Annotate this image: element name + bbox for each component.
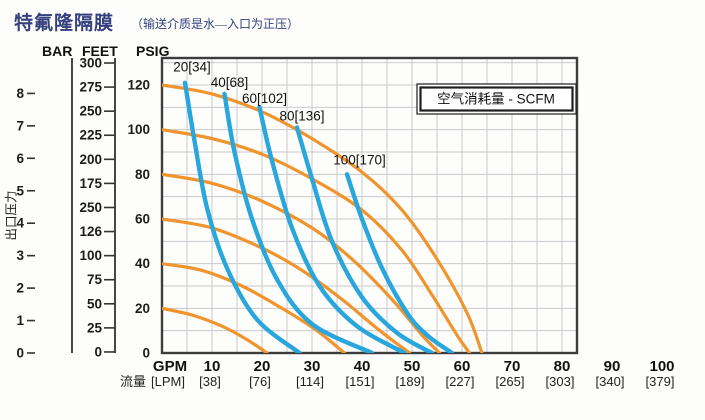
curve-air-100scfm (344, 172, 455, 353)
gpm-tick-label: 10 (204, 358, 221, 375)
feet-tick-label: 126 (79, 224, 102, 239)
feet-tick-label: 225 (79, 128, 102, 143)
gpm-tick-label: 90 (604, 358, 621, 375)
psig-tick-label: 20 (135, 301, 150, 316)
curve-pressure-40psig (162, 262, 347, 353)
bar-tick-label: 1 (16, 313, 24, 328)
gpm-tick-label: 80 (554, 358, 571, 375)
page-title: 特氟隆隔膜 (14, 13, 115, 34)
psig-axis: 120 100 80 60 40 20 0 (127, 78, 150, 361)
lpm-tick-label: [76] (249, 374, 271, 389)
lpm-tick-label: [114] (296, 374, 324, 389)
bar-tick-label: 2 (16, 281, 24, 296)
curve-air-20scfm (182, 80, 302, 353)
psig-tick-label: 60 (135, 212, 150, 227)
air-curve-labels: 20[34]40[68]60[102] 80[136] 100[170] (173, 60, 386, 168)
feet-tick-label: 250 (79, 104, 102, 119)
psig-tick-label: 40 (135, 256, 150, 271)
gpm-tick-label: GPM (153, 358, 187, 375)
bar-tick-label: 4 (16, 216, 24, 231)
lpm-tick-label: [265] (496, 374, 525, 389)
bar-tick-label: 0 (16, 346, 24, 361)
psig-tick-label: 120 (127, 78, 150, 93)
lpm-tick-label: [151] (346, 374, 375, 389)
x-axis: GPM 10 20 30 40 50 60 70 80 90 100 流量 [LPM] [38] [76] [… (120, 358, 675, 389)
y-axis-title: 出口压力 (4, 190, 19, 241)
feet-tick-label: 50 (87, 296, 102, 311)
feet-tick-label: 250 (79, 200, 102, 215)
unit-header-psig: PSIG (136, 43, 170, 59)
psig-tick-label: 80 (135, 167, 150, 182)
flow-axis-label: 流量 (120, 374, 146, 389)
bar-tick-label: 6 (16, 151, 24, 166)
lpm-tick-label: [340] (596, 374, 625, 389)
lpm-tick-label: [303] (546, 374, 575, 389)
curve-air-80scfm (294, 125, 435, 353)
bar-axis: 8 7 6 5 4 3 2 1 0 (16, 58, 73, 361)
page-subtitle: （输送介质是水—入口为正压） (131, 17, 300, 31)
curve-label-air-60scfm: 60[102] (242, 91, 287, 106)
gpm-tick-label: 40 (354, 358, 371, 375)
lpm-tick-label: [379] (646, 374, 675, 389)
bar-tick-label: 8 (16, 86, 24, 101)
curve-label-air-40scfm: 40[68] (211, 75, 249, 90)
psig-tick-label: 100 (127, 122, 150, 137)
curve-label-air-80scfm: 80[136] (279, 109, 324, 124)
feet-tick-label: 200 (79, 152, 102, 167)
unit-header-bar: BAR (42, 43, 73, 59)
gpm-tick-label: 20 (254, 358, 271, 375)
feet-tick-label: 275 (79, 80, 102, 95)
bar-tick-label: 5 (16, 183, 24, 198)
air-curves (182, 80, 455, 353)
curve-label-air-20scfm: 20[34] (173, 60, 211, 75)
curve-air-40scfm (222, 91, 375, 353)
feet-tick-label: 100 (79, 248, 102, 263)
lpm-tick-label: [38] (199, 374, 221, 389)
legend-box (416, 83, 577, 115)
legend-box-inner (419, 86, 574, 112)
legend: 空气消耗量 - SCFM (416, 83, 577, 115)
legend-label: 空气消耗量 - SCFM (437, 92, 555, 107)
curve-pressure-100psig (162, 128, 472, 353)
curve-air-60scfm (257, 105, 407, 353)
lpm-tick-label: [189] (396, 374, 425, 389)
curve-pressure-20psig (162, 306, 269, 353)
gpm-tick-label: 50 (404, 358, 421, 375)
feet-tick-label: 175 (79, 176, 102, 191)
feet-tick-label: 0 (94, 344, 102, 359)
feet-tick-label: 300 (79, 56, 102, 71)
feet-tick-label: 25 (87, 320, 103, 335)
psig-tick-label: 0 (142, 346, 150, 361)
gpm-tick-label: 30 (304, 358, 321, 375)
bar-tick-label: 7 (16, 118, 24, 133)
lpm-tick-label: [LPM] (151, 374, 185, 389)
lpm-tick-label: [227] (446, 374, 475, 389)
gpm-tick-label: 70 (504, 358, 521, 375)
curve-label-air-100scfm: 100[170] (333, 152, 386, 167)
gpm-tick-label: 100 (649, 358, 674, 375)
feet-tick-label: 75 (87, 272, 103, 287)
gpm-tick-label: 60 (454, 358, 471, 375)
unit-header-feet: FEET (82, 43, 118, 59)
bar-tick-label: 3 (16, 248, 24, 263)
